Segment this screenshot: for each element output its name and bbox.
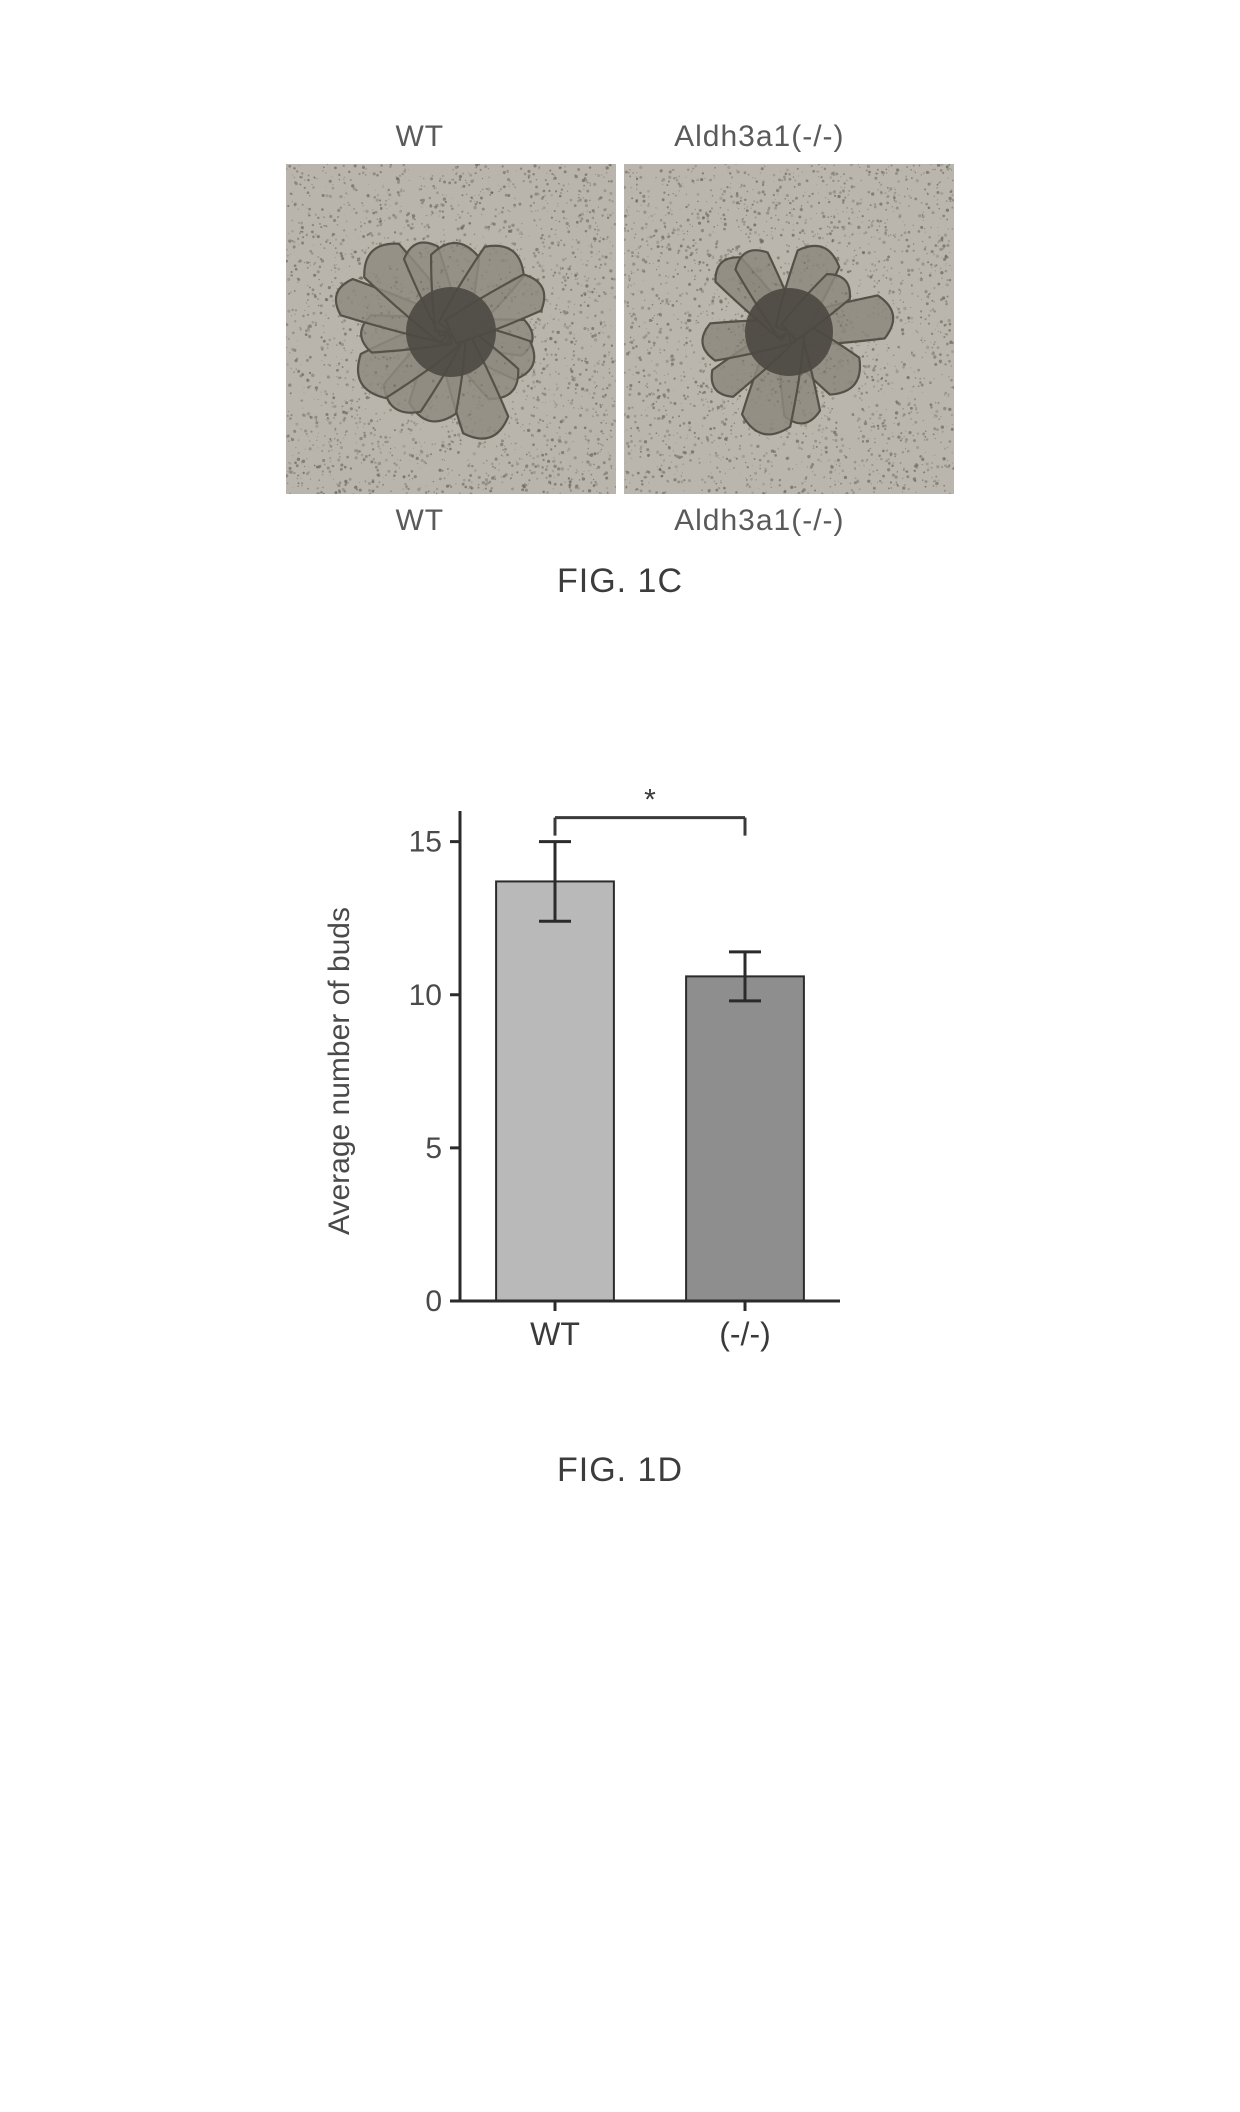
micrograph-wt bbox=[286, 164, 616, 494]
fig1c-caption: FIG. 1C bbox=[557, 562, 683, 601]
micrograph-row bbox=[286, 164, 954, 494]
fig1c-block: WT Aldh3a1(-/-) WT Aldh3a1(-/-) FIG. 1C bbox=[286, 120, 954, 601]
fig1d-caption: FIG. 1D bbox=[557, 1451, 683, 1490]
fig1d-block: Average number of buds 051015WT(-/-)* FI… bbox=[360, 781, 880, 1490]
fig1c-bottom-label-wt: WT bbox=[395, 504, 444, 538]
fig1c-bottom-labels: WT Aldh3a1(-/-) bbox=[395, 504, 844, 538]
bar-chart: Average number of buds 051015WT(-/-)* bbox=[360, 781, 880, 1361]
chart-ylabel: Average number of buds bbox=[323, 907, 357, 1235]
fig1c-top-label-ko: Aldh3a1(-/-) bbox=[674, 120, 844, 154]
micrograph-ko bbox=[624, 164, 954, 494]
fig1c-bottom-label-ko: Aldh3a1(-/-) bbox=[674, 504, 844, 538]
bar-chart-svg: 051015WT(-/-)* bbox=[360, 781, 880, 1361]
page-container: WT Aldh3a1(-/-) WT Aldh3a1(-/-) FIG. 1C … bbox=[0, 0, 1240, 2112]
fig1c-top-labels: WT Aldh3a1(-/-) bbox=[395, 120, 844, 154]
fig1c-top-label-wt: WT bbox=[395, 120, 444, 154]
